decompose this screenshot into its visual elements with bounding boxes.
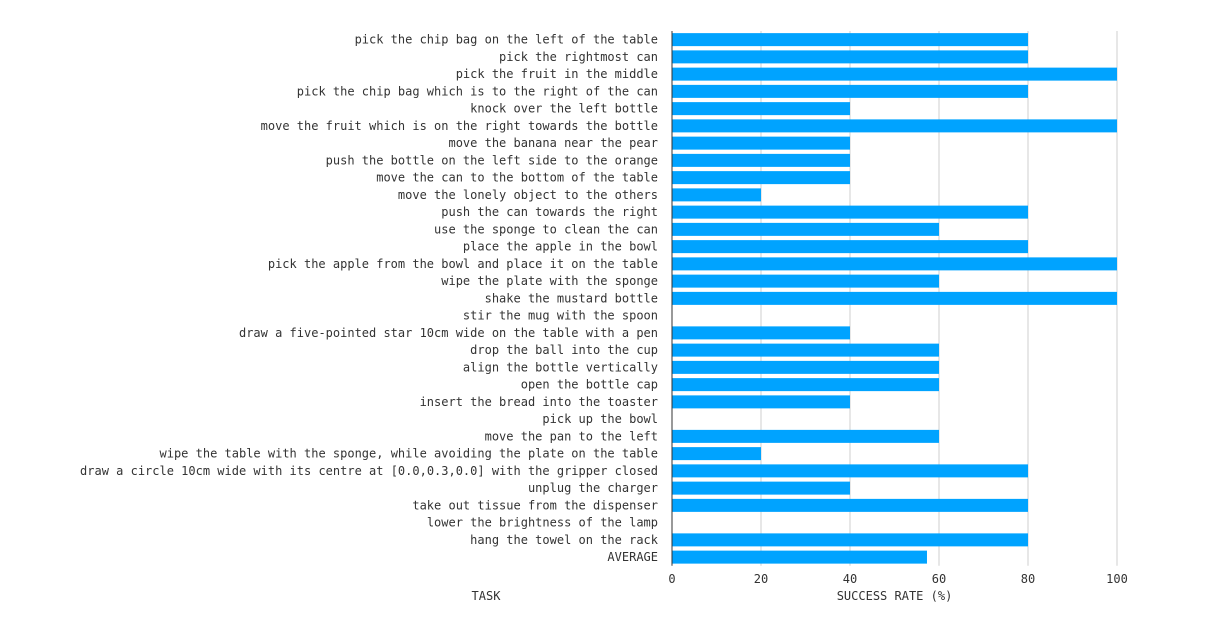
category-label: insert the bread into the toaster (420, 395, 658, 409)
bar (672, 550, 927, 564)
category-label: shake the mustard bottle (485, 291, 658, 305)
bar (672, 274, 939, 288)
category-label: take out tissue from the dispenser (412, 498, 658, 512)
bar (672, 498, 1028, 512)
category-label: move the pan to the left (485, 429, 658, 443)
category-label: lower the brightness of the lamp (427, 516, 658, 530)
bars-group (672, 33, 1117, 564)
category-label: wipe the table with the sponge, while av… (160, 447, 659, 461)
category-label: knock over the left bottle (470, 102, 658, 116)
bar (672, 378, 939, 392)
x-tick-labels: 0 20 40 60 80 100 (668, 572, 1127, 586)
bar (672, 447, 761, 461)
category-label: push the bottle on the left side to the … (326, 153, 658, 167)
category-label: use the sponge to clean the can (434, 222, 658, 236)
category-label: pick the apple from the bowl and place i… (268, 257, 658, 271)
category-label: align the bottle vertically (463, 360, 658, 374)
category-label: place the apple in the bowl (463, 240, 658, 254)
bar (672, 291, 1117, 305)
x-tick-label: 40 (843, 572, 857, 586)
category-label: move the fruit which is on the right tow… (261, 119, 658, 133)
category-label: pick the rightmost can (499, 50, 658, 64)
category-label: pick the chip bag which is to the right … (297, 84, 658, 98)
bar (672, 67, 1117, 81)
category-label: stir the mug with the spoon (463, 309, 658, 323)
bar (672, 360, 939, 374)
category-label: AVERAGE (607, 550, 658, 564)
category-label: pick the chip bag on the left of the tab… (355, 33, 658, 47)
bar (672, 50, 1028, 64)
x-tick-label: 80 (1021, 572, 1035, 586)
category-label: move the banana near the pear (448, 136, 658, 150)
category-label: draw a circle 10cm wide with its centre … (80, 464, 658, 478)
category-label: draw a five-pointed star 10cm wide on th… (239, 326, 658, 340)
bar (672, 481, 850, 495)
category-label: pick the fruit in the middle (456, 67, 658, 81)
bar (672, 464, 1028, 478)
category-label: wipe the plate with the sponge (441, 274, 658, 288)
x-tick-label: 0 (668, 572, 675, 586)
bar (672, 33, 1028, 47)
category-labels: pick the chip bag on the left of the tab… (80, 33, 659, 565)
bar (672, 153, 850, 167)
bar (672, 533, 1028, 547)
bar (672, 240, 1028, 254)
bar (672, 119, 1117, 133)
y-axis-label: TASK (472, 589, 502, 603)
bar (672, 343, 939, 357)
category-label: drop the ball into the cup (470, 343, 658, 357)
category-label: move the can to the bottom of the table (376, 171, 658, 185)
bar (672, 84, 1028, 98)
bar (672, 222, 939, 236)
bar (672, 326, 850, 340)
bar (672, 205, 1028, 219)
bar (672, 136, 850, 150)
x-tick-label: 20 (754, 572, 768, 586)
bar (672, 171, 850, 185)
bar (672, 429, 939, 443)
category-label: push the can towards the right (441, 205, 658, 219)
x-tick-label: 100 (1106, 572, 1128, 586)
x-axis-label: SUCCESS RATE (%) (837, 589, 953, 603)
category-label: unplug the charger (528, 481, 658, 495)
bar (672, 188, 761, 202)
category-label: move the lonely object to the others (398, 188, 658, 202)
category-label: pick up the bowl (542, 412, 658, 426)
bar (672, 395, 850, 409)
x-tick-label: 60 (932, 572, 946, 586)
bar (672, 102, 850, 116)
category-label: hang the towel on the rack (470, 533, 659, 547)
bar (672, 257, 1117, 271)
category-label: open the bottle cap (521, 378, 658, 392)
